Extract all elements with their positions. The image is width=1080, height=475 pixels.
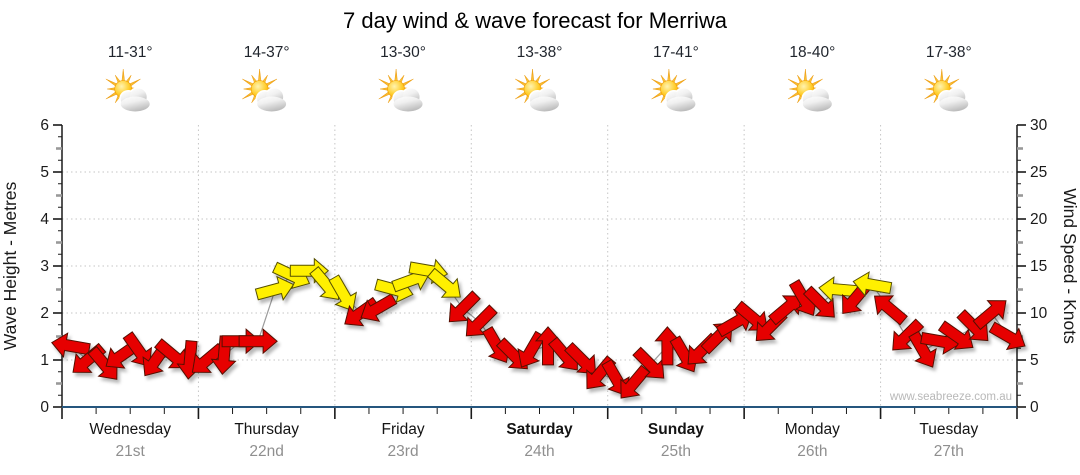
day-date-label: 22nd <box>249 443 283 460</box>
chart-title: 7 day wind & wave forecast for Merriwa <box>343 8 728 33</box>
left-tick-label: 5 <box>40 164 49 181</box>
right-tick-label: 10 <box>1030 305 1048 322</box>
wind-arrow <box>191 342 226 373</box>
day-date-label: 24th <box>524 443 554 460</box>
wind-arrow <box>154 338 188 369</box>
day-name-label: Friday <box>382 421 425 438</box>
right-tick-label: 25 <box>1030 164 1047 181</box>
sun-behind-cloud-icon <box>378 68 425 113</box>
day-headers: 11-31° 14-37° 13-30° 13-38° 17-41° 18-40° 17-3… <box>105 44 972 113</box>
day-name-label: Wednesday <box>89 421 171 438</box>
wind-arrow <box>873 295 908 326</box>
wind-arrow <box>632 346 665 379</box>
day-date-label: 21st <box>116 443 146 460</box>
left-tick-label: 3 <box>40 258 49 275</box>
wind-arrow <box>892 318 925 351</box>
sun-behind-cloud-icon <box>242 68 288 113</box>
right-tick-label: 15 <box>1030 258 1047 275</box>
wind-arrow <box>768 295 802 326</box>
sun-behind-cloud-icon <box>105 68 152 113</box>
wind-arrow <box>534 326 562 366</box>
left-tick-label: 4 <box>40 211 49 228</box>
day-temp-label: 14-37° <box>244 44 290 61</box>
wind-arrows <box>51 257 1026 399</box>
day-date-label: 27th <box>934 443 964 460</box>
right-tick-label: 0 <box>1030 399 1039 416</box>
day-temp-label: 13-30° <box>380 44 426 61</box>
day-date-label: 25th <box>661 443 691 460</box>
left-tick-label: 0 <box>40 399 49 416</box>
sun-behind-cloud-icon <box>924 68 970 113</box>
wind-arrow <box>937 320 974 350</box>
axes: 0 1 2 3 4 5 6 0 5 10 15 20 25 30 <box>40 117 1048 419</box>
wind-arrow <box>448 290 481 323</box>
day-date-label: 26th <box>797 443 827 460</box>
day-labels: Wednesday 21st Thursday 22nd Friday 23rd Satur… <box>89 421 978 460</box>
left-axis-title: Wave Height - Metres <box>0 181 20 350</box>
left-tick-label: 2 <box>40 305 49 322</box>
watermark: www.seabreeze.com.au <box>889 391 1012 403</box>
day-date-label: 23rd <box>388 443 419 460</box>
right-axis-title: Wind Speed - Knots <box>1060 188 1080 344</box>
wind-arrow <box>360 293 398 322</box>
wind-arrow <box>802 285 835 318</box>
wind-arrow <box>852 271 893 297</box>
wind-arrow <box>988 321 1026 351</box>
day-temp-label: 17-38° <box>926 44 972 61</box>
sun-behind-cloud-icon <box>787 68 834 113</box>
wind-arrow <box>238 328 278 355</box>
sun-behind-cloud-icon <box>651 68 697 113</box>
wind-arrow <box>465 304 498 337</box>
wind-arrow <box>818 276 858 303</box>
day-name-label: Tuesday <box>919 421 978 438</box>
day-temp-label: 18-40° <box>789 44 835 61</box>
day-temp-label: 13-38° <box>517 44 563 61</box>
day-name-label: Sunday <box>648 421 704 438</box>
day-name-label: Saturday <box>506 421 573 438</box>
wind-arrow <box>972 300 1007 331</box>
wind-arrow <box>328 274 357 312</box>
wind-arrow <box>654 326 681 366</box>
wind-arrow <box>254 275 295 301</box>
day-name-label: Monday <box>785 421 840 438</box>
left-tick-label: 1 <box>40 352 49 369</box>
wind-arrow <box>620 364 651 399</box>
wind-arrow <box>344 296 380 327</box>
wind-arrow <box>51 332 91 359</box>
wind-arrow <box>426 267 461 298</box>
right-tick-label: 20 <box>1030 211 1048 228</box>
day-name-label: Thursday <box>234 421 299 438</box>
day-temp-label: 17-41° <box>653 44 699 61</box>
wind-arrow <box>908 330 937 368</box>
left-tick-label: 6 <box>40 117 49 134</box>
sun-behind-cloud-icon <box>515 68 561 113</box>
day-temp-label: 11-31° <box>108 44 153 61</box>
right-tick-label: 5 <box>1030 352 1039 369</box>
right-tick-label: 30 <box>1030 117 1048 134</box>
